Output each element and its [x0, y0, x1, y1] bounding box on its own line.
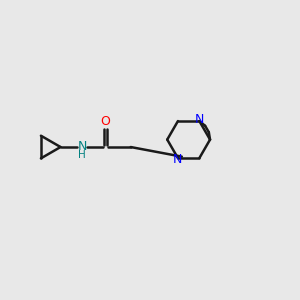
- Text: H: H: [78, 150, 86, 161]
- Text: N: N: [172, 153, 182, 166]
- Text: N: N: [195, 113, 205, 126]
- Text: O: O: [100, 115, 110, 128]
- Text: N: N: [77, 140, 87, 153]
